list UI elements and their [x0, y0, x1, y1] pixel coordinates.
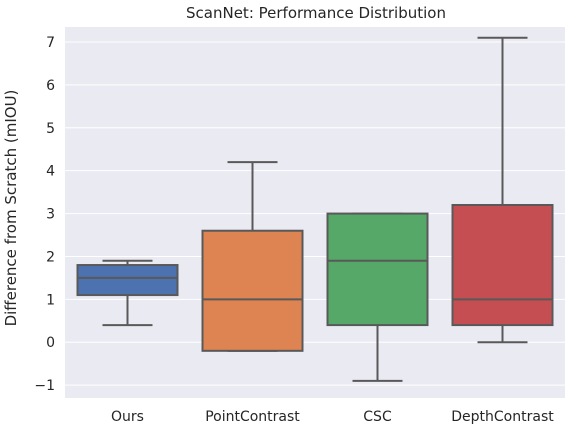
y-axis-label: Difference from Scratch (mIOU)	[2, 90, 20, 327]
x-tick-label: CSC	[363, 409, 392, 425]
y-tick-label: 6	[46, 78, 55, 94]
y-tick-label: 5	[46, 121, 55, 137]
iqr-box	[326, 212, 429, 327]
x-tick-label: PointContrast	[205, 409, 300, 425]
box-ours	[76, 259, 179, 327]
x-tick-label: DepthContrast	[451, 409, 554, 425]
y-tick-label: 0	[46, 335, 55, 351]
chart-title: ScanNet: Performance Distribution	[186, 4, 446, 22]
box-depthcontrast	[451, 36, 554, 344]
y-tick-labels: −1 0 1 2 3 4 5 6 7	[34, 35, 55, 394]
y-tick-label: 4	[46, 164, 55, 180]
y-tick-label: 2	[46, 249, 55, 265]
y-tick-label: 3	[46, 207, 55, 223]
iqr-box	[451, 203, 554, 327]
x-tick-labels: Ours PointContrast CSC DepthContrast	[111, 409, 554, 425]
box-pointcontrast	[201, 161, 304, 352]
boxes-group	[76, 36, 554, 382]
box-csc	[326, 212, 429, 382]
x-tick-label: Ours	[111, 409, 144, 425]
iqr-box	[76, 264, 179, 297]
y-tick-label: −1	[34, 378, 55, 394]
iqr-box	[201, 229, 304, 352]
y-tick-label: 7	[46, 35, 55, 51]
gridlines	[65, 41, 565, 386]
y-tick-label: 1	[46, 292, 55, 308]
